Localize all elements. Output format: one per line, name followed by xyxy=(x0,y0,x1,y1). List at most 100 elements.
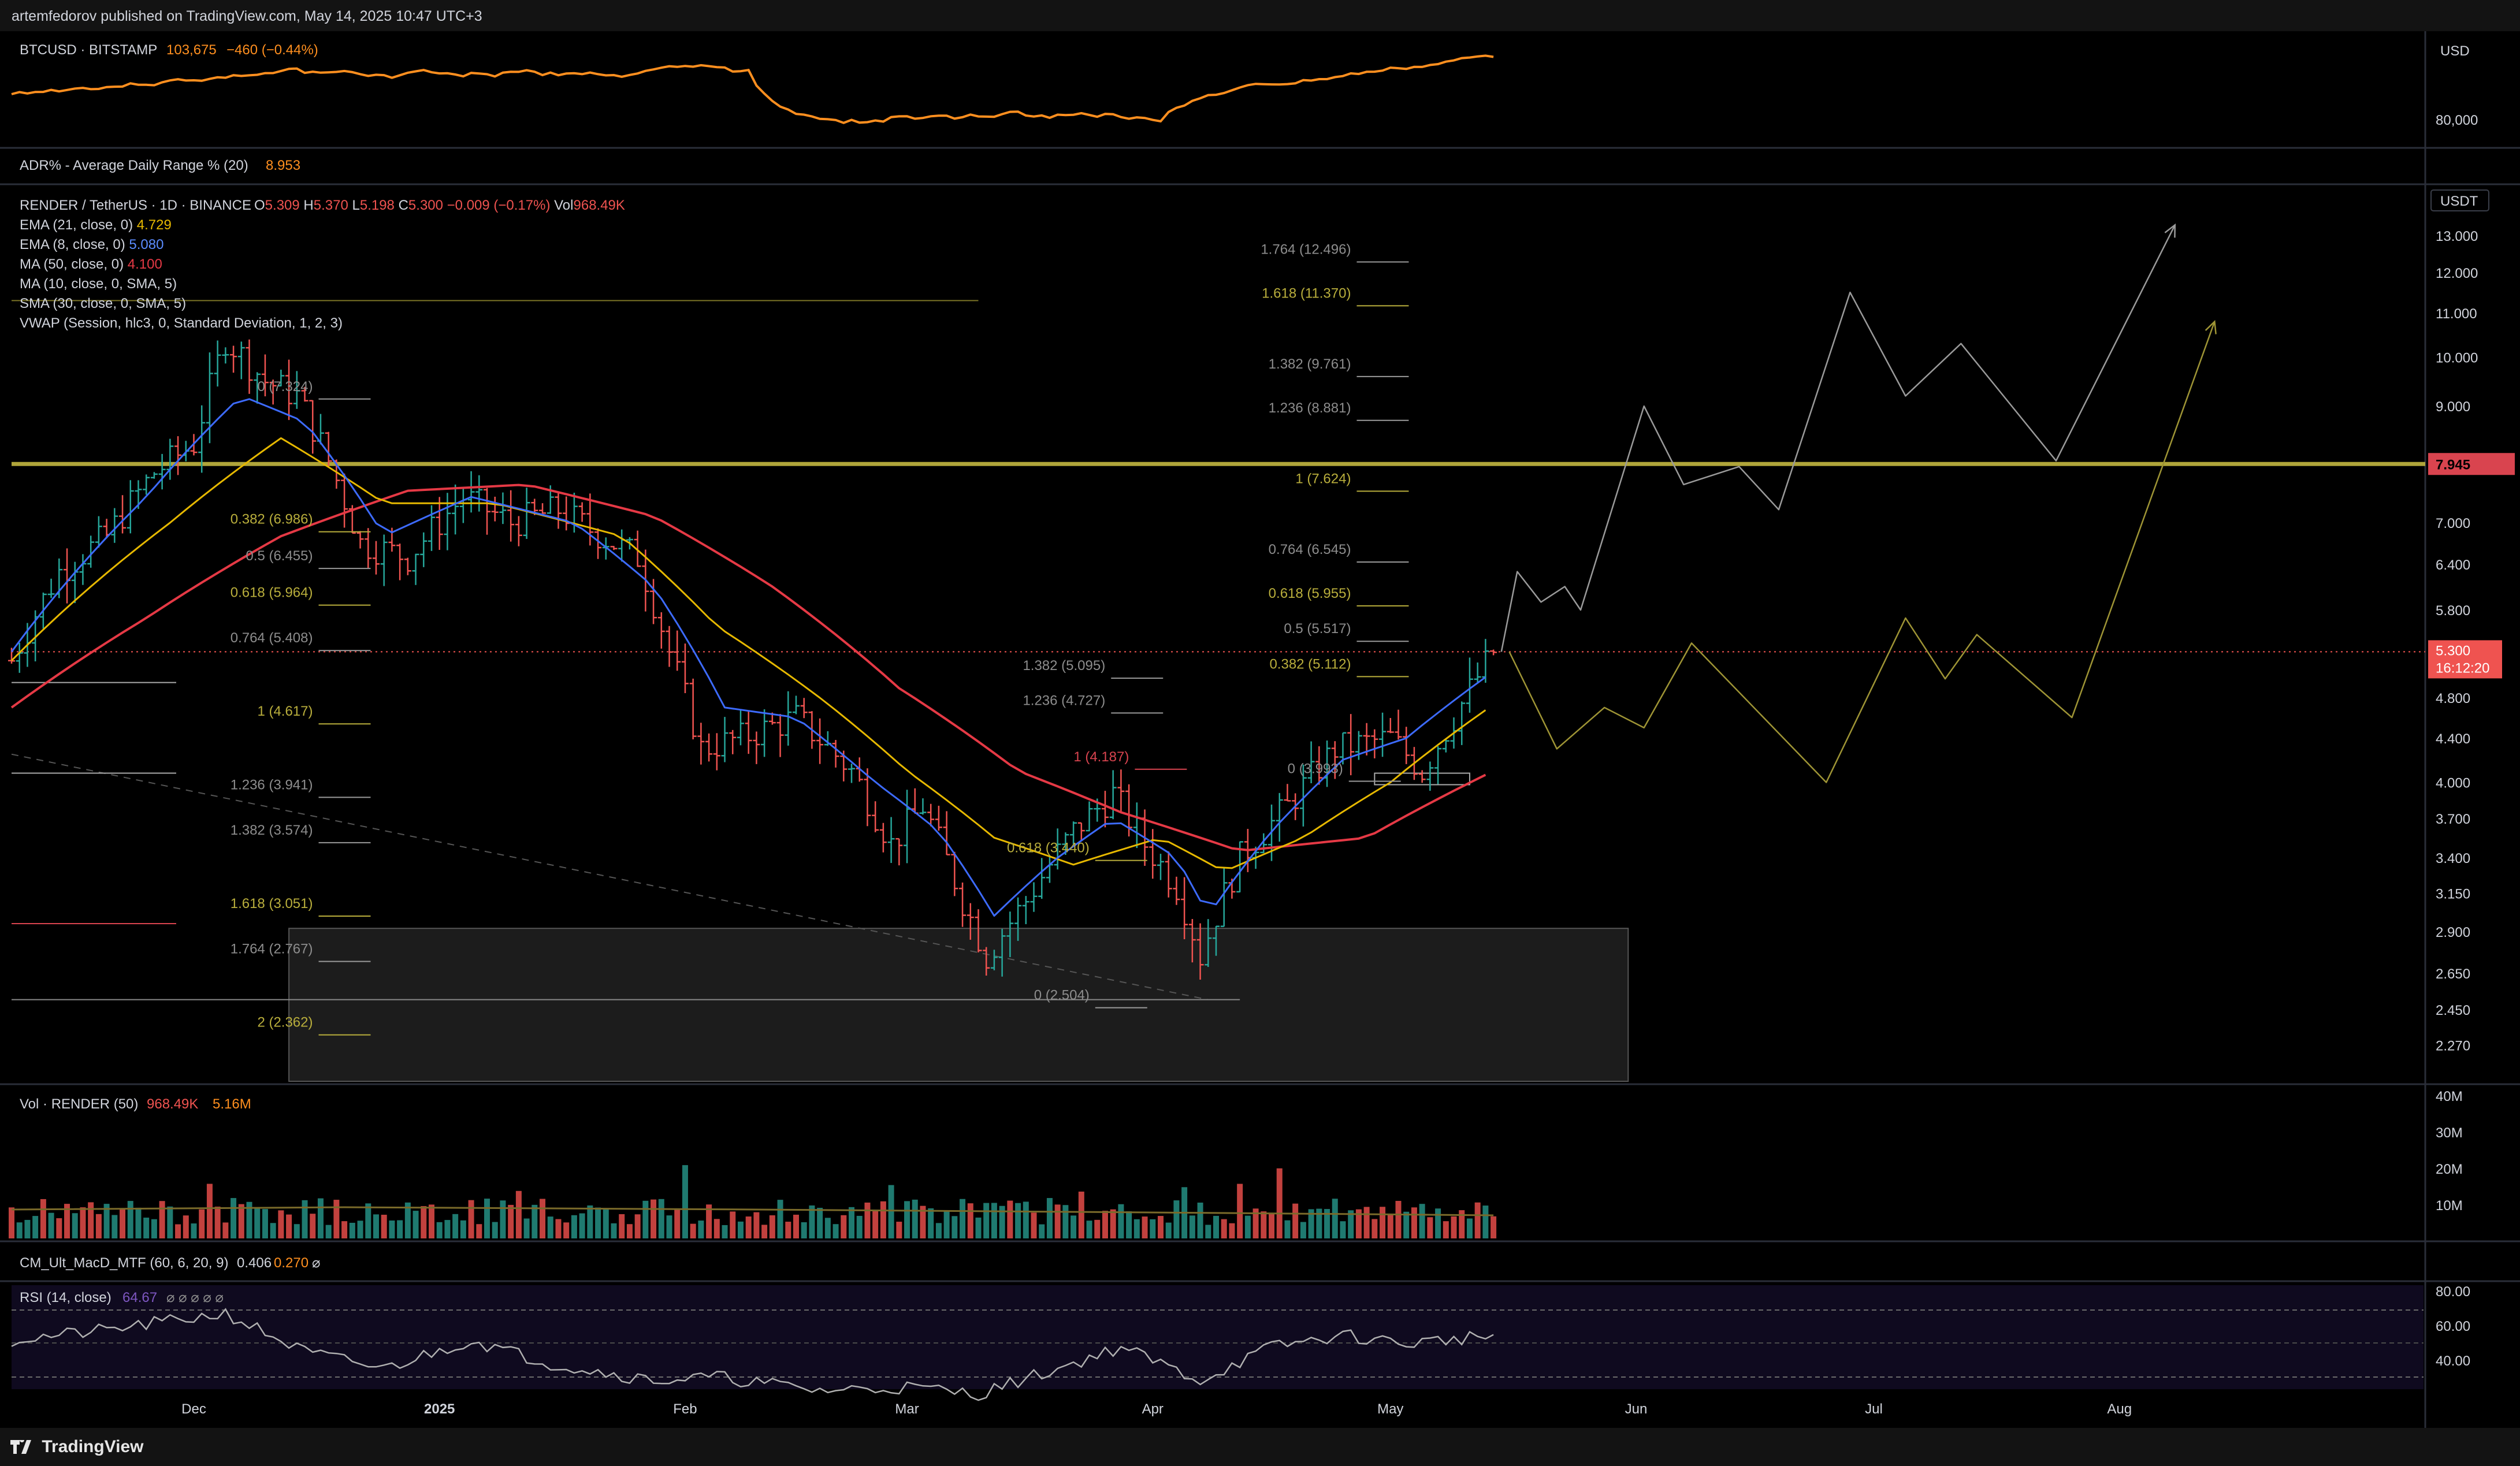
rsi-tick-80: 80.00 xyxy=(2436,1284,2470,1300)
time-axis-tick: Jul xyxy=(1865,1401,1883,1417)
volume-bar xyxy=(1244,1215,1251,1238)
volume-bar xyxy=(1071,1215,1077,1238)
volume-bar xyxy=(64,1204,70,1238)
time-axis-tick: Jun xyxy=(1625,1401,1648,1417)
price-axis[interactable]: 13.000 12.000 11.000 10.000 9.000 7.000 6.400 5… xyxy=(2436,229,2478,1054)
volume-bar xyxy=(508,1204,514,1238)
price-axis-tick: 3.400 xyxy=(2436,851,2470,866)
volume-bar xyxy=(896,1222,902,1238)
volume-bar xyxy=(270,1223,276,1238)
volume-legend: Vol · RENDER (50) 968.49K 5.16M 40M 30M … xyxy=(20,1089,2463,1214)
fib-label: 0.5 (6.455) xyxy=(246,548,313,564)
volume-bar xyxy=(1157,1216,1164,1238)
volume-bar xyxy=(1284,1220,1291,1238)
vol-tick-30m: 30M xyxy=(2436,1125,2463,1141)
volume-bar xyxy=(1474,1202,1481,1238)
volume-bar xyxy=(9,1207,14,1238)
volume-bar xyxy=(1094,1219,1101,1238)
price-axis-tick: 11.000 xyxy=(2436,306,2477,322)
price-tag: 5.300 xyxy=(2436,643,2470,658)
volume-bar xyxy=(666,1215,672,1238)
volume-bar xyxy=(167,1206,173,1238)
pane-frames xyxy=(0,31,2520,1428)
volume-bar xyxy=(357,1221,363,1238)
volume-bar xyxy=(1316,1208,1322,1238)
volume-bar xyxy=(1126,1211,1132,1238)
volume-bar xyxy=(515,1190,522,1238)
volume-bar xyxy=(1007,1200,1013,1238)
volume-bar xyxy=(1031,1212,1037,1238)
fib-label: 0.618 (5.955) xyxy=(1269,586,1351,601)
volume-bar xyxy=(880,1201,886,1238)
volume-bar xyxy=(1363,1207,1370,1238)
time-axis-tick: Dec xyxy=(181,1401,206,1417)
volume-bar xyxy=(302,1200,308,1238)
volume-bar xyxy=(943,1211,950,1238)
volume-bar xyxy=(135,1207,142,1238)
ma50-line xyxy=(10,483,1486,851)
projection-paths xyxy=(1500,223,2217,783)
volume-bar xyxy=(373,1214,379,1238)
fib-label: 2 (2.362) xyxy=(257,1015,313,1030)
volume-bar xyxy=(120,1208,126,1238)
volume-bar xyxy=(1197,1202,1203,1238)
price-axis-tick: 13.000 xyxy=(2436,229,2478,244)
tradingview-logo[interactable]: TradingView xyxy=(10,1437,144,1457)
price-axis-tick: 7.000 xyxy=(2436,516,2470,531)
volume-bar xyxy=(333,1200,340,1238)
volume-bar xyxy=(1324,1209,1330,1238)
volume-bar xyxy=(761,1225,768,1238)
projection-arrow-gold xyxy=(2205,319,2217,334)
rsi-extras: ⌀ ⌀ ⌀ ⌀ ⌀ xyxy=(166,1290,224,1305)
volume-bar xyxy=(864,1202,871,1238)
volume-bar xyxy=(1332,1199,1338,1238)
volume-bar xyxy=(658,1199,664,1238)
volume-bar xyxy=(103,1204,110,1238)
fib-label: 1 (7.624) xyxy=(1295,471,1351,486)
fib-label: 1.618 (3.051) xyxy=(231,896,313,911)
volume-bar xyxy=(254,1207,261,1238)
volume-bar xyxy=(1387,1214,1393,1238)
btc-title: BTCUSD · BITSTAMP xyxy=(20,42,157,58)
volume-bar xyxy=(1046,1198,1053,1238)
volume-bar xyxy=(278,1210,284,1238)
fib-label: 1.618 (11.370) xyxy=(1262,285,1351,301)
fib-label: 1 (4.187) xyxy=(1073,749,1129,765)
volume-bar xyxy=(1435,1208,1441,1238)
indicator-legend-item: EMA (8, close, 0) 5.080 xyxy=(20,237,163,252)
volume-bar xyxy=(1348,1210,1354,1238)
volume-bar xyxy=(175,1224,181,1238)
volume-bar xyxy=(48,1212,54,1238)
footer-bar: TradingView xyxy=(0,1428,2520,1466)
volume-bar xyxy=(397,1220,403,1238)
volume-bar xyxy=(1165,1222,1172,1238)
fib-label: 0.764 (6.545) xyxy=(1269,542,1351,557)
main-legend: RENDER / TetherUS · 1D · BINANCE O5.309 … xyxy=(20,198,625,331)
volume-bar xyxy=(183,1215,189,1238)
volume-bar xyxy=(56,1218,62,1238)
projection-path-grey xyxy=(1500,224,2176,652)
volume-bar xyxy=(1054,1204,1061,1238)
volume-bar xyxy=(1482,1205,1489,1238)
ohlc-values: O5.309 H5.370 L5.198 C5.300 −0.009 (−0.1… xyxy=(254,198,625,213)
symbol-title: RENDER / TetherUS · 1D · BINANCE xyxy=(20,198,251,213)
volume-bar xyxy=(1380,1207,1386,1238)
volume-bar xyxy=(1466,1218,1473,1238)
fib-label: 0 (3.993) xyxy=(1288,761,1343,777)
volume-bar xyxy=(611,1223,617,1238)
indicator-legend-item: VWAP (Session, hlc3, 0, Standard Deviati… xyxy=(20,315,343,331)
rsi-tick-60: 60.00 xyxy=(2436,1319,2470,1334)
rsi-value: 64.67 xyxy=(122,1290,157,1305)
fib-label: 0 (7.324) xyxy=(257,379,313,395)
volume-bar xyxy=(231,1198,237,1238)
volume-bar xyxy=(127,1201,133,1238)
time-axis[interactable]: Dec 2025 Feb Mar Apr May Jun Jul Aug xyxy=(181,1401,2132,1417)
macd-legend: CM_Ult_MacD_MTF (60, 6, 20, 9) 0.406 0.2… xyxy=(20,1255,320,1271)
vol-tick-10m: 10M xyxy=(2436,1198,2463,1214)
volume-bar xyxy=(753,1212,760,1238)
attribution-text: artemfedorov published on TradingView.co… xyxy=(12,8,482,24)
price-axis-tick: 3.700 xyxy=(2436,812,2470,827)
chart-canvas[interactable]: BTCUSD · BITSTAMP 103,675 −460 (−0.44%) … xyxy=(0,31,2520,1428)
volume-bar xyxy=(404,1202,411,1238)
volume-bar xyxy=(722,1225,728,1238)
